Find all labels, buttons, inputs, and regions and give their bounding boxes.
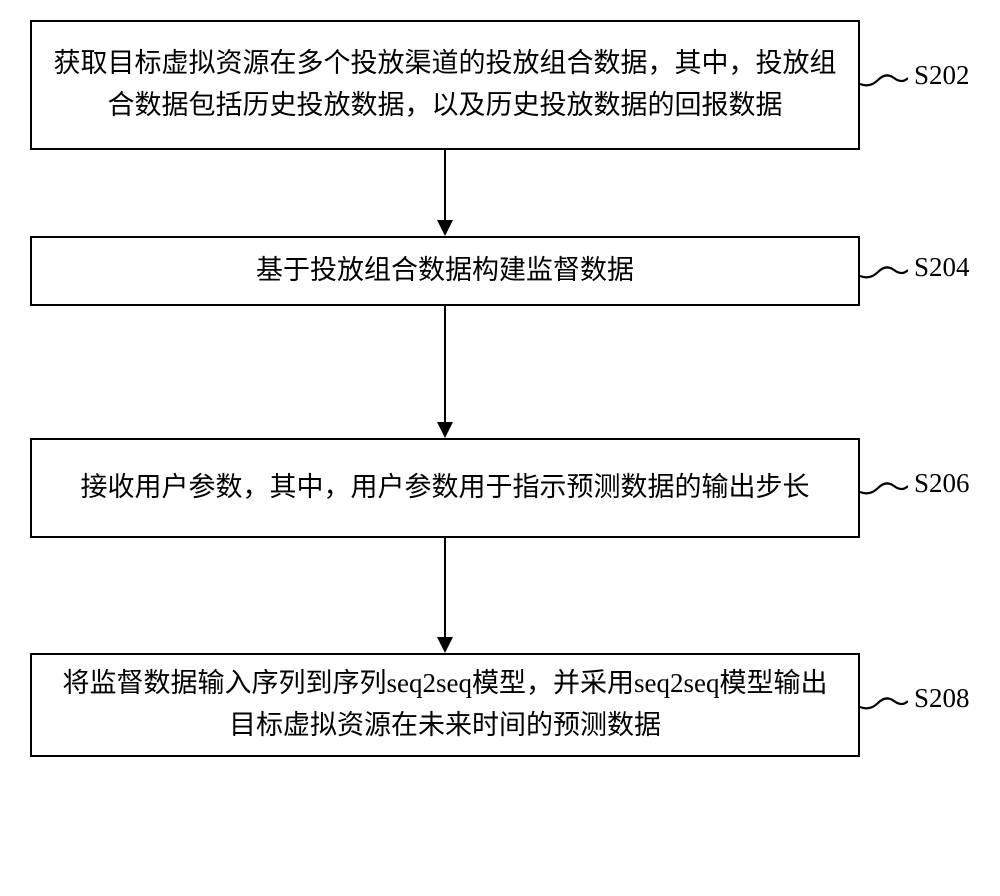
flow-step-label: S202 bbox=[914, 60, 970, 91]
flow-step-box: 获取目标虚拟资源在多个投放渠道的投放组合数据，其中，投放组合数据包括历史投放数据… bbox=[30, 20, 860, 150]
flow-arrow-icon bbox=[433, 150, 457, 236]
flow-step-text: 获取目标虚拟资源在多个投放渠道的投放组合数据，其中，投放组合数据包括历史投放数据… bbox=[50, 43, 840, 127]
flow-step-text: 基于投放组合数据构建监督数据 bbox=[256, 250, 634, 292]
flow-step-label: S204 bbox=[914, 252, 970, 283]
flow-step-box: 接收用户参数，其中，用户参数用于指示预测数据的输出步长 bbox=[30, 438, 860, 538]
brace-connector bbox=[860, 262, 908, 286]
arrow-wrap bbox=[30, 150, 860, 236]
arrow-wrap bbox=[30, 306, 860, 438]
flow-step: 接收用户参数，其中，用户参数用于指示预测数据的输出步长 S206 bbox=[30, 438, 970, 538]
brace-connector bbox=[860, 478, 908, 502]
flow-step: 获取目标虚拟资源在多个投放渠道的投放组合数据，其中，投放组合数据包括历史投放数据… bbox=[30, 20, 970, 150]
flow-step: 基于投放组合数据构建监督数据 S204 bbox=[30, 236, 970, 306]
flow-arrow-icon bbox=[433, 538, 457, 653]
flow-step-text: 将监督数据输入序列到序列seq2seq模型，并采用seq2seq模型输出目标虚拟… bbox=[50, 663, 840, 747]
flow-step-text: 接收用户参数，其中，用户参数用于指示预测数据的输出步长 bbox=[81, 467, 810, 509]
flowchart-container: 获取目标虚拟资源在多个投放渠道的投放组合数据，其中，投放组合数据包括历史投放数据… bbox=[30, 20, 970, 757]
arrow-wrap bbox=[30, 538, 860, 653]
brace-connector bbox=[860, 693, 908, 717]
flow-step: 将监督数据输入序列到序列seq2seq模型，并采用seq2seq模型输出目标虚拟… bbox=[30, 653, 970, 757]
flow-step-box: 将监督数据输入序列到序列seq2seq模型，并采用seq2seq模型输出目标虚拟… bbox=[30, 653, 860, 757]
flow-step-label: S206 bbox=[914, 468, 970, 499]
flow-arrow-icon bbox=[433, 306, 457, 438]
flow-step-label: S208 bbox=[914, 683, 970, 714]
flow-step-box: 基于投放组合数据构建监督数据 bbox=[30, 236, 860, 306]
brace-connector bbox=[860, 70, 908, 94]
